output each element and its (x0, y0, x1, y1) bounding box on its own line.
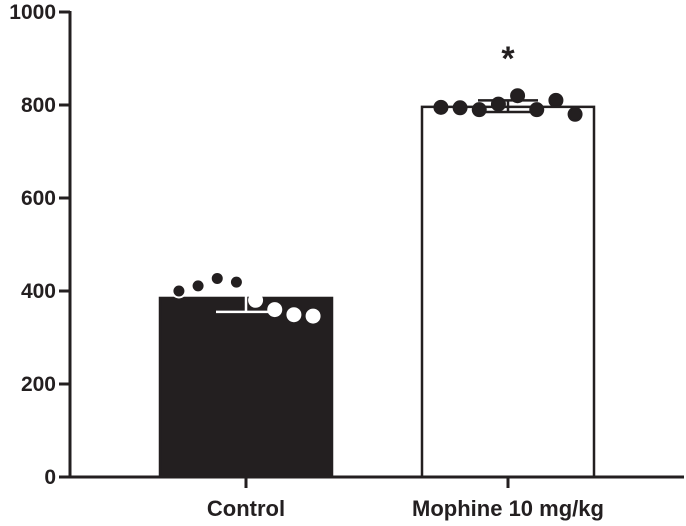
x-category-label: Control (207, 496, 285, 521)
data-point (267, 302, 283, 318)
bar-1 (158, 296, 334, 479)
data-point (209, 270, 225, 286)
data-points-layer (171, 88, 583, 324)
axes-layer (59, 10, 684, 488)
y-tick-label: 200 (21, 373, 56, 396)
bars-layer (158, 105, 596, 479)
y-tick-label: 400 (21, 280, 56, 303)
y-tick-label: 800 (21, 94, 56, 117)
data-point (190, 278, 206, 294)
data-point (248, 292, 264, 308)
y-tick-label: 600 (21, 187, 56, 210)
data-point (433, 99, 449, 115)
data-point (529, 102, 545, 118)
data-point (305, 308, 321, 324)
data-point (452, 100, 468, 116)
significance-asterisk: * (501, 40, 515, 78)
data-point (510, 88, 526, 104)
data-point (286, 307, 302, 323)
data-point (471, 102, 487, 118)
y-tick-label: 0 (44, 466, 56, 489)
x-category-label: Mophine 10 mg/kg (412, 496, 604, 521)
bar-2 (420, 105, 596, 479)
y-tick-label: 1000 (9, 1, 56, 24)
data-point (490, 96, 506, 112)
data-point (228, 274, 244, 290)
error-bars-layer (216, 99, 538, 314)
labels-layer: 0 200 400 600 800 1000 Control Mophine 10 mg/kg… (9, 1, 604, 521)
data-point (171, 283, 187, 299)
data-point (567, 106, 583, 122)
data-point (548, 92, 564, 108)
